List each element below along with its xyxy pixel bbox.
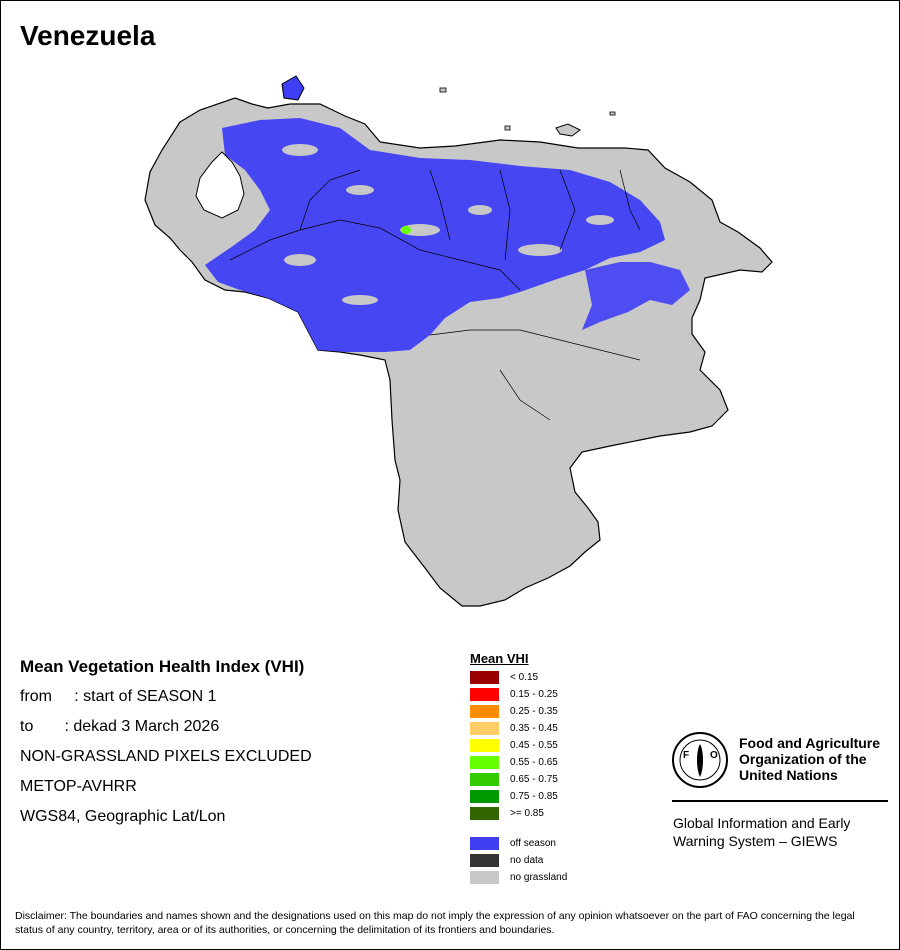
legend-label: 0.75 - 0.85	[510, 791, 558, 802]
fao-org-line: Food and Agriculture	[739, 735, 881, 751]
legend-swatch	[470, 871, 499, 884]
off-season-east	[582, 262, 690, 330]
legend-swatch	[470, 807, 499, 820]
giews-name: Global Information and Early Warning Sys…	[673, 814, 883, 850]
legend-swatch	[470, 756, 499, 769]
state-boundaries	[229, 169, 641, 421]
fao-divider	[672, 800, 888, 802]
legend-item: >= 0.85	[470, 805, 610, 822]
legend-swatch	[470, 773, 499, 786]
legend-label: 0.35 - 0.45	[510, 723, 558, 734]
legend-item: 0.25 - 0.35	[470, 703, 610, 720]
giews-line: Global Information and Early	[673, 815, 851, 831]
disclaimer: Disclaimer: The boundaries and names sho…	[15, 910, 855, 936]
islet-2	[504, 125, 511, 131]
legend-label: 0.55 - 0.65	[510, 757, 558, 768]
period-to: to : dekad 3 March 2026	[20, 718, 220, 735]
off-season-area	[205, 118, 665, 352]
grassland-speckles	[240, 144, 614, 305]
fao-org-line: United Nations	[739, 767, 838, 783]
legend-label: no data	[510, 855, 544, 866]
legend-swatch	[470, 739, 499, 752]
fao-logo-icon: F O	[672, 732, 728, 788]
islet-1	[439, 87, 447, 93]
legend-swatch	[470, 722, 499, 735]
fao-logo-letters: F	[683, 750, 689, 761]
legend-label: off season	[510, 838, 556, 849]
map-title: Venezuela	[20, 20, 156, 51]
legend-classes: < 0.15 0.15 - 0.25 0.25 - 0.35 0.35 - 0.45 0…	[470, 669, 610, 822]
fao-organization-name: Food and Agriculture Organization of the…	[739, 735, 889, 783]
legend-swatch	[470, 671, 499, 684]
legend-special: off season no data no grassland	[470, 835, 610, 886]
legend-item: off season	[470, 835, 610, 852]
legend-item: no grassland	[470, 869, 610, 886]
giews-line: Warning System – GIEWS	[673, 833, 838, 849]
period-from: from : start of SEASON 1	[20, 688, 217, 705]
legend-item: 0.35 - 0.45	[470, 720, 610, 737]
legend: Mean VHI < 0.15 0.15 - 0.25 0.25 - 0.35 0.3…	[470, 651, 610, 886]
legend-swatch	[470, 837, 499, 850]
legend-item: 0.55 - 0.65	[470, 754, 610, 771]
vhi-green-spot	[401, 226, 411, 234]
legend-label: 0.45 - 0.55	[510, 740, 558, 751]
legend-swatch	[470, 688, 499, 701]
lake-maracaibo	[195, 151, 245, 219]
projection-name: WGS84, Geographic Lat/Lon	[20, 808, 226, 825]
legend-item: 0.45 - 0.55	[470, 737, 610, 754]
legend-swatch	[470, 854, 499, 867]
legend-label: < 0.15	[510, 672, 539, 683]
legend-swatch	[470, 790, 499, 803]
island-east	[555, 123, 581, 137]
exclusion-note: NON-GRASSLAND PIXELS EXCLUDED	[20, 748, 312, 765]
legend-title: Mean VHI	[470, 651, 529, 666]
fao-org-line: Organization of the	[739, 751, 867, 767]
map-info-block: Mean Vegetation Health Index (VHI) from …	[20, 657, 312, 837]
legend-label: no grassland	[510, 872, 568, 883]
legend-label: 0.25 - 0.35	[510, 706, 558, 717]
legend-label: >= 0.85	[510, 808, 544, 819]
svg-text:O: O	[710, 750, 718, 761]
legend-label: 0.15 - 0.25	[510, 689, 558, 700]
legend-label: 0.65 - 0.75	[510, 774, 558, 785]
legend-item: 0.75 - 0.85	[470, 788, 610, 805]
islet-3	[609, 111, 616, 116]
legend-swatch	[470, 705, 499, 718]
legend-item: no data	[470, 852, 610, 869]
legend-item: < 0.15	[470, 669, 610, 686]
vhi-heading: Mean Vegetation Health Index (VHI)	[20, 657, 305, 676]
legend-item: 0.65 - 0.75	[470, 771, 610, 788]
legend-item: 0.15 - 0.25	[470, 686, 610, 703]
venezuela-map	[144, 75, 773, 607]
margarita-island	[281, 75, 305, 101]
sensor-name: METOP-AVHRR	[20, 778, 137, 795]
